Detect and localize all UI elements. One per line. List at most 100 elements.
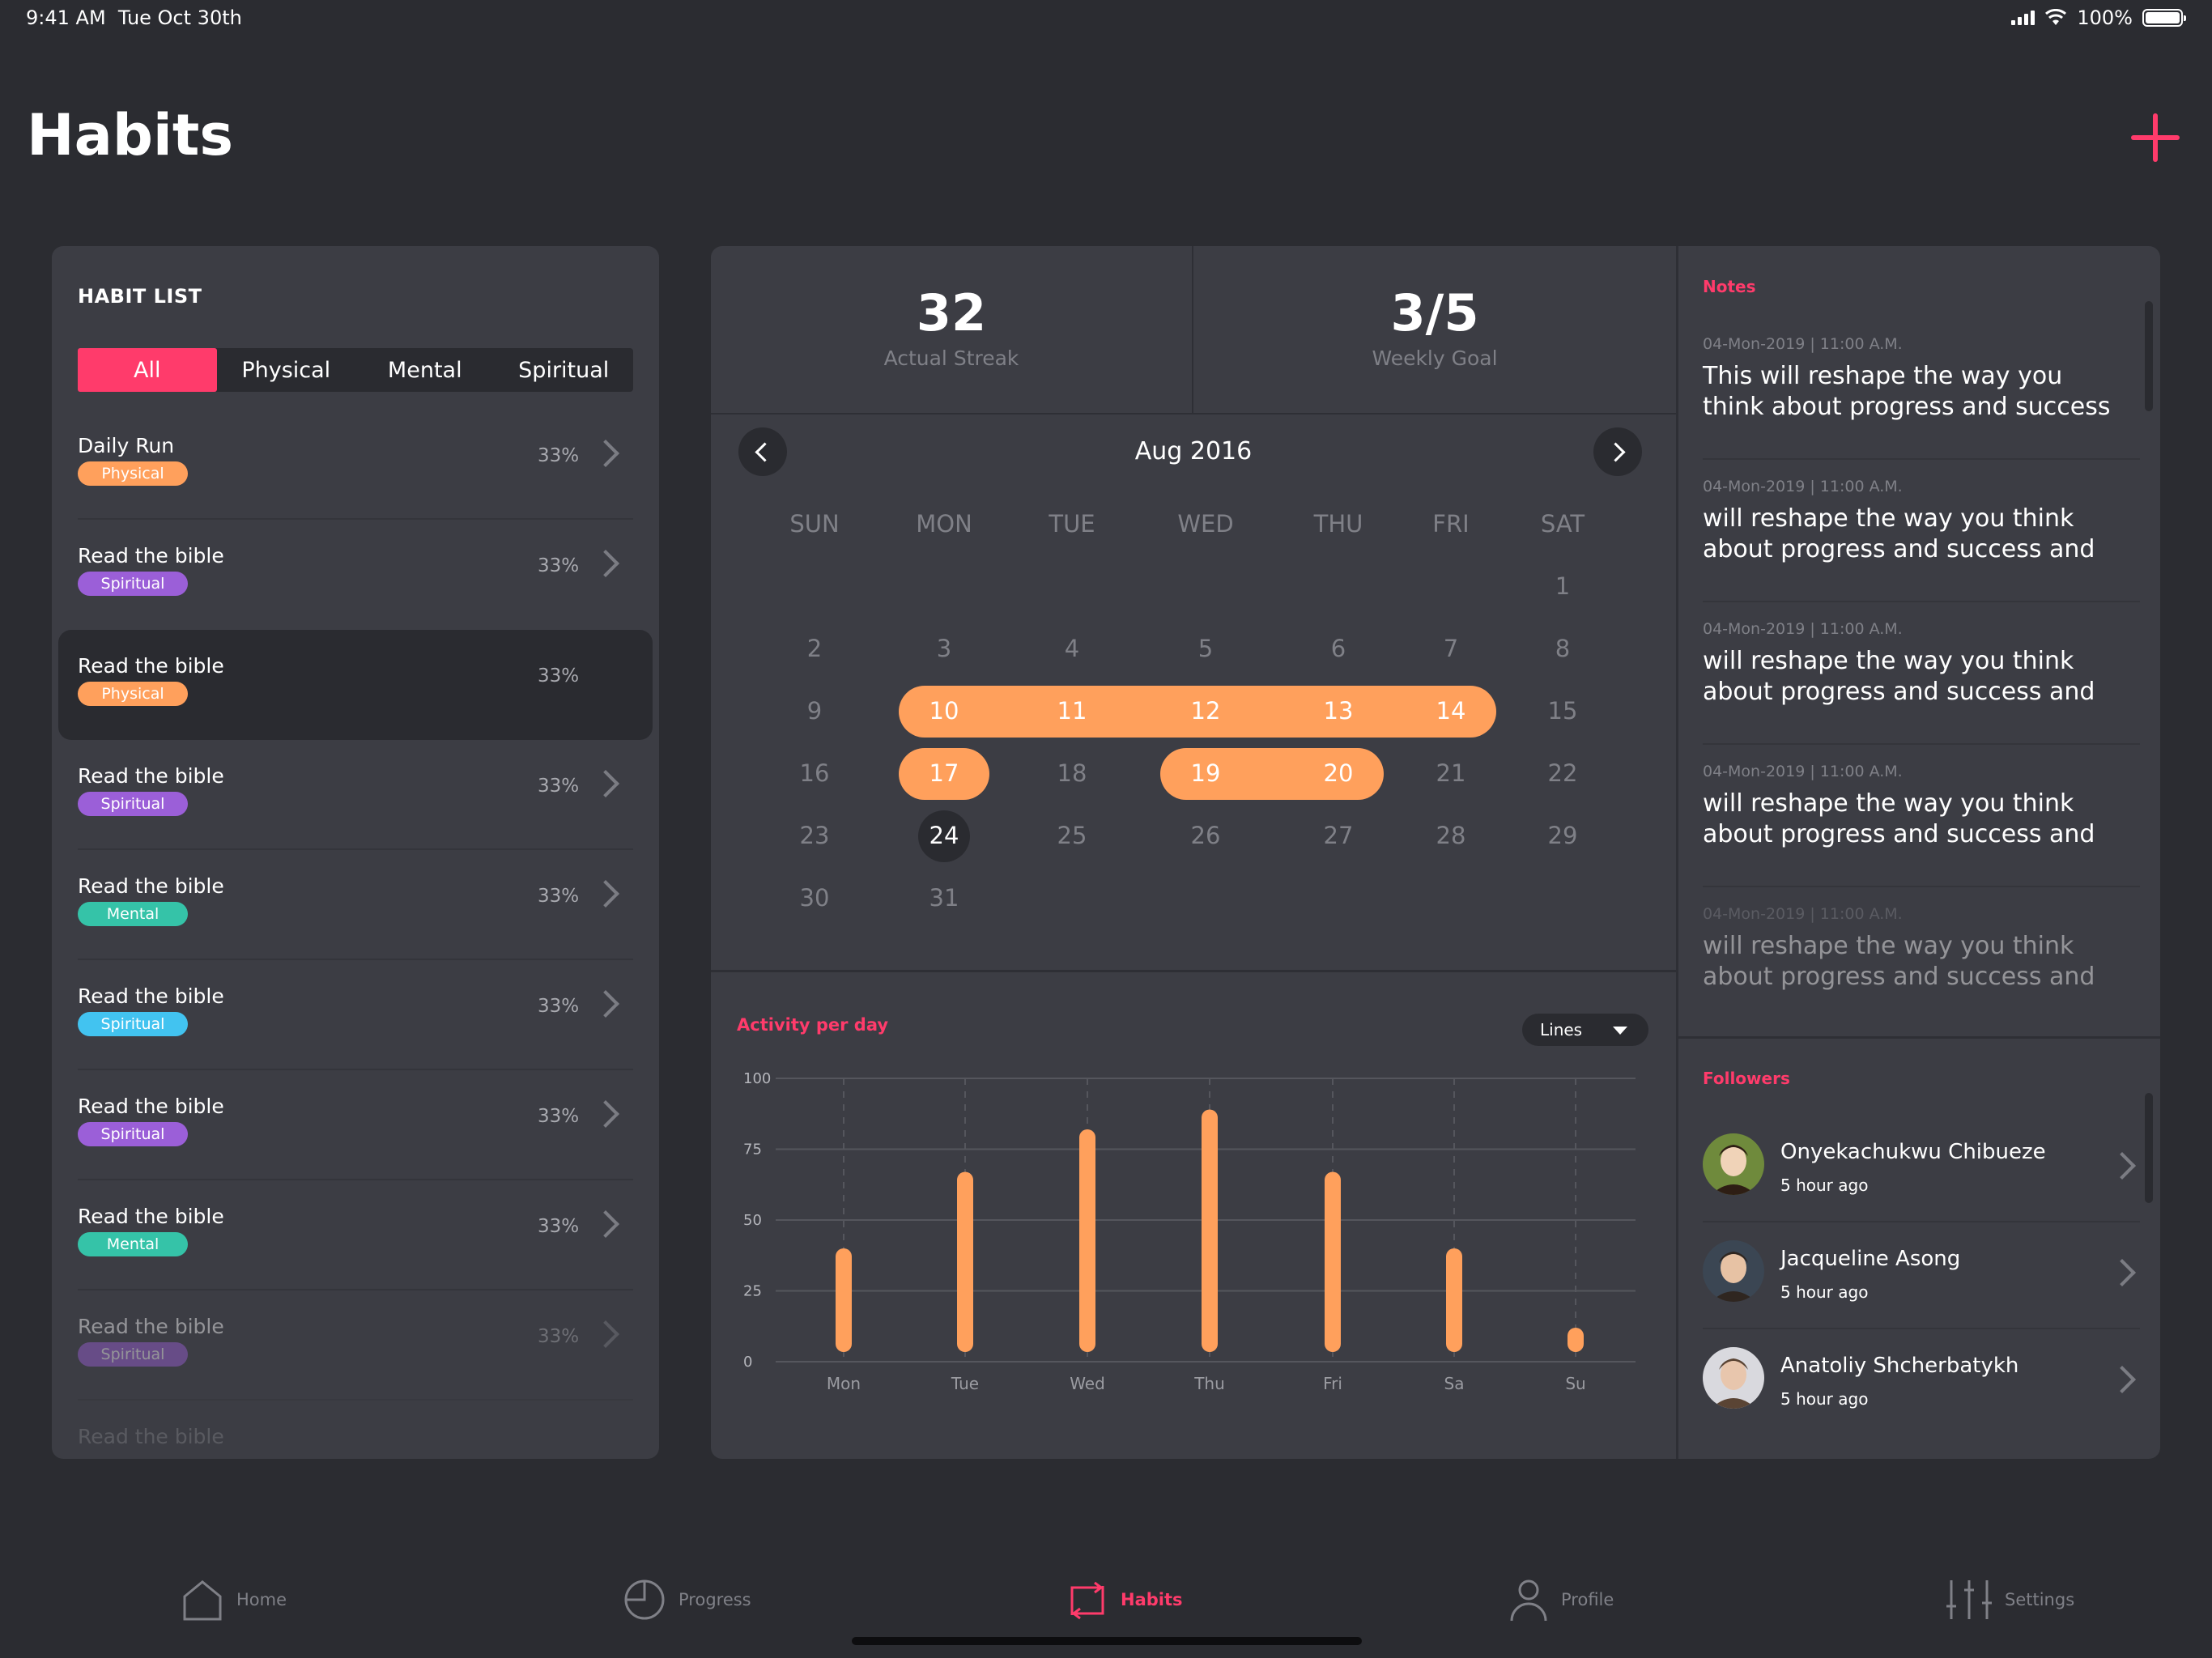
chevron-right-icon[interactable] — [592, 1210, 619, 1238]
sliders-icon[interactable] — [1946, 1579, 1992, 1621]
calendar-day[interactable]: 10 — [929, 697, 959, 725]
tab-habits[interactable]: Habits — [1067, 1575, 1183, 1624]
divider — [711, 413, 1676, 414]
calendar-day[interactable]: 1 — [1555, 572, 1571, 600]
calendar-day[interactable]: 20 — [1323, 759, 1354, 787]
chevron-right-icon[interactable] — [592, 990, 619, 1018]
calendar-day[interactable]: 7 — [1443, 635, 1459, 662]
tab-label[interactable]: Habits — [1121, 1590, 1183, 1609]
filter-physical[interactable]: Physical — [241, 357, 331, 383]
x-tick-label: Fri — [1323, 1374, 1342, 1393]
calendar-day[interactable]: 2 — [806, 635, 823, 662]
calendar-day[interactable]: 17 — [929, 759, 959, 787]
habit-row[interactable]: Read the bible Spiritual 33% — [52, 960, 659, 1070]
chevron-right-icon[interactable] — [2108, 1366, 2136, 1393]
filter-all[interactable]: All — [78, 348, 217, 392]
calendar-day[interactable]: 27 — [1323, 822, 1354, 849]
chevron-right-icon[interactable] — [592, 880, 619, 908]
note-meta: 04-Mon-2019 | 11:00 A.M. — [1703, 763, 1903, 780]
calendar-day[interactable]: 5 — [1197, 635, 1214, 662]
calendar-day[interactable]: 21 — [1436, 759, 1466, 787]
tab-label[interactable]: Profile — [1561, 1590, 1614, 1609]
chart-view-value[interactable]: Lines — [1540, 1020, 1583, 1039]
calendar-day[interactable]: 26 — [1190, 822, 1221, 849]
calendar-day[interactable]: 9 — [806, 697, 823, 725]
calendar-day[interactable]: 13 — [1323, 697, 1354, 725]
calendar-day[interactable]: 14 — [1436, 697, 1466, 725]
filter-spiritual[interactable]: Spiritual — [518, 357, 610, 383]
calendar-day[interactable]: 16 — [799, 759, 830, 787]
calendar-day[interactable]: 22 — [1547, 759, 1578, 787]
calendar-day[interactable]: 11 — [1057, 697, 1087, 725]
habit-row[interactable]: Read the bible Spiritual 33% — [52, 1290, 659, 1401]
follower-time: 5 hour ago — [1780, 1282, 1869, 1302]
chevron-right-icon[interactable] — [592, 1320, 619, 1348]
x-tick-label: Su — [1565, 1374, 1585, 1393]
tab-settings[interactable]: Settings — [1946, 1575, 2074, 1624]
side-panel: Notes 04-Mon-2019 | 11:00 A.M. This will … — [1676, 246, 2160, 1459]
dropdown-caret-icon[interactable] — [1613, 1027, 1627, 1035]
calendar-day[interactable]: 6 — [1330, 635, 1346, 662]
tab-label[interactable]: Settings — [2005, 1590, 2075, 1609]
habit-row[interactable]: Read the bible Spiritual 33% — [52, 740, 659, 850]
habit-row[interactable]: Read the bible Physical 33% — [58, 630, 653, 740]
follower-item[interactable]: Jacqueline Asong 5 hour ago — [1703, 1224, 2140, 1331]
habit-row[interactable]: Read the bible Mental 33% — [52, 1180, 659, 1290]
follower-item[interactable]: Anatoliy Shcherbatykh 5 hour ago — [1703, 1331, 2140, 1438]
habit-name: Read the bible — [78, 984, 224, 1008]
tab-label[interactable]: Home — [236, 1590, 287, 1609]
habit-row[interactable]: Read the bible — [52, 1401, 659, 1459]
note-item[interactable]: 04-Mon-2019 | 11:00 A.M. will reshape the… — [1703, 478, 2124, 565]
chevron-right-icon[interactable] — [2108, 1259, 2136, 1286]
tab-home[interactable]: Home — [181, 1575, 287, 1624]
notes-scrollbar[interactable] — [2145, 301, 2153, 411]
calendar-day[interactable]: 12 — [1190, 697, 1221, 725]
filter-mental[interactable]: Mental — [387, 357, 462, 383]
chevron-right-icon[interactable] — [592, 550, 619, 577]
calendar-day[interactable]: 25 — [1057, 822, 1087, 849]
calendar-day[interactable]: 30 — [799, 884, 830, 912]
calendar-day[interactable]: 15 — [1547, 697, 1578, 725]
chart-view-select[interactable]: Lines — [1522, 1014, 1648, 1046]
calendar-day[interactable]: 8 — [1555, 635, 1571, 662]
habit-row[interactable]: Read the bible Mental 33% — [52, 850, 659, 960]
battery-icon — [2142, 9, 2186, 27]
habit-row[interactable]: Read the bible Spiritual 33% — [52, 520, 659, 630]
calendar-day[interactable]: 18 — [1057, 759, 1087, 787]
habit-row[interactable]: Read the bible Spiritual 33% — [52, 1070, 659, 1180]
pie-chart-icon[interactable] — [623, 1579, 666, 1621]
tab-progress[interactable]: Progress — [623, 1575, 751, 1624]
note-item[interactable]: 04-Mon-2019 | 11:00 A.M. will reshape the… — [1703, 763, 2124, 850]
calendar-day[interactable]: 3 — [936, 635, 952, 662]
chevron-right-icon[interactable] — [592, 1100, 619, 1128]
calendar-day[interactable]: 19 — [1190, 759, 1221, 787]
follower-item[interactable]: Onyekachukwu Chibueze 5 hour ago — [1703, 1117, 2140, 1224]
habit-tag: Spiritual — [78, 792, 188, 816]
tab-label[interactable]: Progress — [678, 1590, 751, 1609]
note-item[interactable]: 04-Mon-2019 | 11:00 A.M. will reshape the… — [1703, 620, 2124, 708]
add-habit-button[interactable] — [2131, 113, 2180, 162]
calendar-day[interactable]: 31 — [929, 884, 959, 912]
tab-profile[interactable]: Profile — [1509, 1575, 1614, 1624]
habit-rows: Daily Run Physical 33% Read the bible Spirit… — [52, 410, 659, 1459]
followers-scrollbar[interactable] — [2145, 1093, 2153, 1203]
note-item[interactable]: 04-Mon-2019 | 11:00 A.M. This will reshap… — [1703, 335, 2124, 423]
prev-month-button[interactable] — [738, 427, 787, 476]
home-icon[interactable] — [181, 1579, 223, 1621]
calendar-day[interactable]: 28 — [1436, 822, 1466, 849]
chevron-right-icon[interactable] — [2108, 1152, 2136, 1180]
chevron-right-icon[interactable] — [592, 440, 619, 467]
next-month-button[interactable] — [1593, 427, 1642, 476]
calendar-day[interactable]: 24 — [929, 822, 959, 849]
user-icon[interactable] — [1509, 1579, 1548, 1621]
chevron-right-icon[interactable] — [592, 770, 619, 797]
highlight-range — [899, 748, 989, 800]
calendar-day[interactable]: 4 — [1064, 635, 1080, 662]
repeat-icon[interactable] — [1067, 1579, 1108, 1620]
habit-row[interactable]: Daily Run Physical 33% — [52, 410, 659, 520]
calendar-day[interactable]: 23 — [799, 822, 830, 849]
calendar-day[interactable]: 29 — [1547, 822, 1578, 849]
note-meta: 04-Mon-2019 | 11:00 A.M. — [1703, 620, 1903, 638]
note-item[interactable]: 04-Mon-2019 | 11:00 A.M. will reshape the… — [1703, 905, 2124, 993]
x-tick-label: Mon — [827, 1374, 861, 1393]
